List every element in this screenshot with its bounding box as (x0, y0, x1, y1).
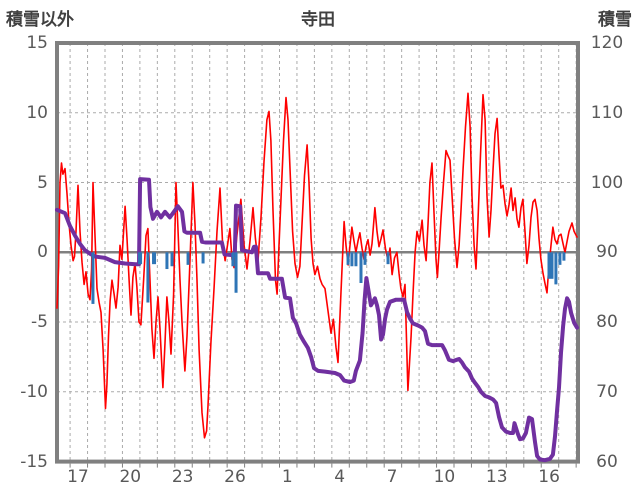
blue-bars-bar (554, 252, 558, 285)
x-axis-tick-label-1: 1 (281, 467, 293, 487)
x-axis-tick-label-26: 26 (224, 467, 246, 487)
chart-title: 寺田 (301, 10, 335, 30)
blue-bars-bar (186, 252, 190, 265)
left-axis-tick-15: 15 (26, 33, 48, 54)
red-line (56, 92, 578, 439)
left-axis-tick--15: -15 (20, 451, 48, 472)
blue-bars-bar (359, 252, 363, 283)
x-axis-tick-label-7: 7 (386, 467, 398, 487)
x-axis-tick-label-17: 17 (67, 467, 89, 487)
right-axis-tick-100: 100 (590, 172, 624, 193)
x-axis-tick-label-4: 4 (334, 467, 346, 487)
blue-bars-bar (354, 252, 358, 267)
x-axis-tick-label-13: 13 (485, 467, 508, 487)
blue-bars-bar (350, 252, 354, 267)
blue-bars-bar (562, 252, 566, 261)
right-axis-tick-90: 90 (596, 242, 618, 263)
blue-bars-bar (91, 252, 95, 304)
blue-bars-bar (170, 252, 174, 267)
x-axis-tick-label-10: 10 (433, 467, 456, 487)
right-axis-tick-70: 70 (596, 381, 618, 402)
blue-bars-bar (152, 252, 157, 265)
x-axis-tick-label-16: 16 (538, 467, 560, 487)
blue-bars-bar (558, 252, 562, 265)
blue-bars-bar (386, 252, 390, 265)
blue-bars-bar (547, 252, 554, 279)
blue-bars-bar (146, 252, 150, 303)
left-axis-tick--5: -5 (31, 312, 48, 333)
right-axis-tick-80: 80 (596, 312, 618, 333)
blue-bars-bar (138, 252, 143, 265)
left-axis-tick-10: 10 (26, 102, 48, 123)
purple-line (55, 177, 579, 463)
blue-bars-bar (234, 252, 238, 293)
blue-bars-bar (231, 252, 235, 267)
right-axis-tick-60: 60 (596, 451, 618, 472)
blue-bars-bar (165, 252, 169, 270)
x-axis-tick-label-20: 20 (119, 467, 142, 487)
left-axis-tick-0: 0 (37, 242, 48, 263)
right-axis-tick-110: 110 (590, 102, 624, 123)
right-axis-tick-120: 120 (590, 33, 624, 54)
plot-border (55, 41, 580, 464)
x-axis-tick-label-23: 23 (171, 467, 194, 487)
blue-bars-bar (363, 252, 367, 265)
right-axis-title: 積雪 (598, 10, 632, 30)
left-axis-tick-5: 5 (37, 172, 48, 193)
blue-bars-bar (201, 252, 205, 264)
blue-bars-bar (346, 252, 350, 265)
left-axis-tick--10: -10 (20, 381, 48, 402)
left-axis-title: 積雪以外 (6, 10, 74, 30)
